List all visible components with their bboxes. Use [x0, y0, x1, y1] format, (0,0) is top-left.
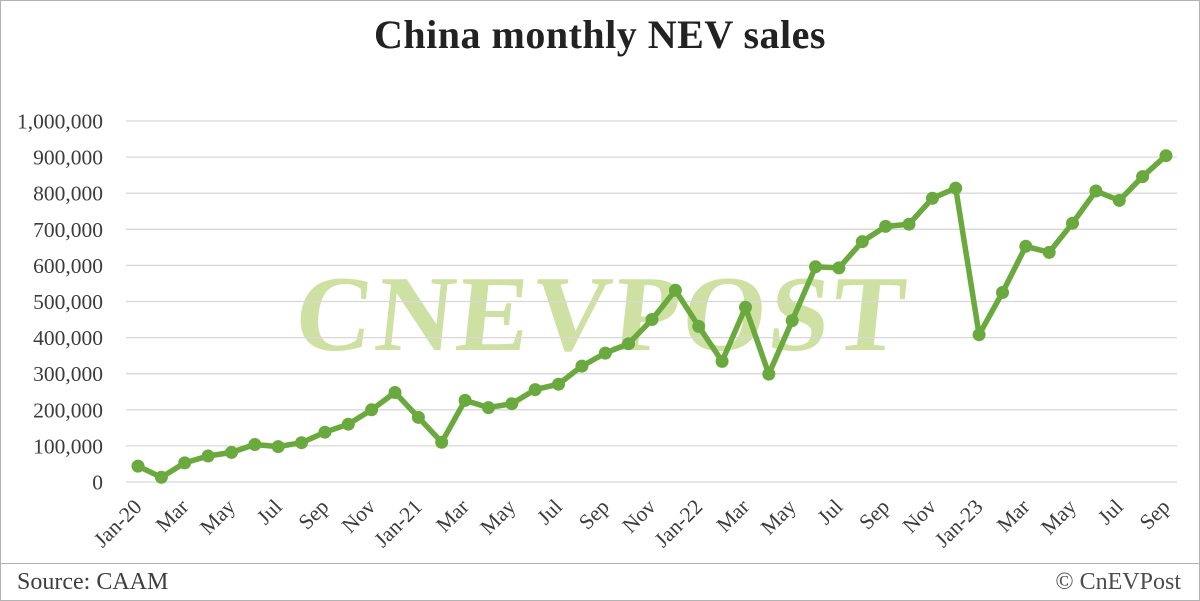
- x-tick-label: Sep: [294, 495, 334, 535]
- y-tick-label: 1,000,000: [17, 110, 103, 134]
- x-tick-label: Sep: [574, 495, 614, 535]
- data-point-marker: [295, 436, 308, 450]
- data-point-marker: [458, 393, 472, 407]
- chart-title: China monthly NEV sales: [374, 12, 826, 57]
- data-point-marker: [575, 359, 589, 373]
- data-point-marker: [645, 313, 659, 326]
- x-tick-label: May: [756, 494, 801, 539]
- x-tick-label: May: [1036, 494, 1081, 539]
- data-point-marker: [201, 449, 215, 463]
- data-point-marker: [1042, 245, 1056, 259]
- source-label: Source: CAAM: [17, 568, 169, 595]
- data-point-marker: [552, 377, 565, 391]
- data-point-marker: [341, 417, 355, 431]
- y-tick-label: 800,000: [33, 182, 103, 206]
- x-tick-label: Jan-20: [89, 495, 147, 553]
- x-tick-label: Jan-22: [650, 495, 708, 553]
- data-point-marker: [879, 219, 893, 233]
- x-tick-label: Sep: [854, 495, 894, 535]
- data-point-marker: [1019, 239, 1033, 253]
- data-point-marker: [154, 470, 168, 484]
- data-point-marker: [622, 337, 636, 351]
- y-tick-label: 900,000: [33, 146, 103, 170]
- data-point-marker: [715, 354, 729, 368]
- x-tick-label: May: [195, 494, 240, 539]
- data-point-marker: [809, 260, 822, 274]
- data-point-marker: [271, 440, 285, 454]
- data-point-marker: [1136, 170, 1150, 184]
- x-tick-label: Jul: [1093, 495, 1128, 530]
- data-point-marker: [1159, 149, 1173, 163]
- data-point-marker: [949, 181, 963, 195]
- data-point-marker: [435, 435, 449, 449]
- data-point-marker: [528, 383, 542, 397]
- x-tick-label: Jul: [532, 495, 567, 530]
- data-point-marker: [505, 397, 519, 411]
- data-point-marker: [1089, 184, 1103, 198]
- y-axis-labels: 0 100,000 200,000 300,000 400,000 500,000 600,…: [17, 110, 103, 495]
- y-tick-label: 400,000: [33, 326, 103, 350]
- data-point-marker: [248, 438, 262, 451]
- data-point-marker: [1112, 193, 1126, 207]
- data-point-markers: [131, 149, 1173, 484]
- data-point-marker: [365, 403, 379, 417]
- data-point-marker: [832, 261, 846, 275]
- data-point-marker: [482, 401, 495, 415]
- x-tick-label: Mar: [431, 495, 473, 537]
- data-point-marker: [692, 319, 706, 333]
- data-point-marker: [762, 367, 776, 381]
- x-tick-label: May: [475, 494, 520, 539]
- data-point-marker: [739, 300, 752, 314]
- x-tick-label: Mar: [712, 495, 754, 537]
- data-point-marker: [785, 314, 799, 328]
- data-point-marker: [318, 425, 332, 439]
- data-point-marker: [178, 456, 192, 470]
- x-tick-label: Jan-21: [369, 495, 427, 553]
- data-point-marker: [902, 217, 916, 231]
- data-point-marker: [972, 328, 986, 342]
- y-tick-label: 0: [92, 471, 103, 495]
- data-point-marker: [925, 191, 939, 205]
- data-point-marker: [668, 283, 682, 297]
- data-point-marker: [855, 235, 869, 249]
- data-point-marker: [225, 445, 238, 459]
- y-tick-label: 200,000: [33, 398, 103, 422]
- y-tick-label: 700,000: [33, 218, 103, 242]
- x-tick-label: Jul: [252, 495, 287, 530]
- y-tick-label: 300,000: [33, 362, 103, 386]
- data-point-marker: [598, 346, 612, 360]
- x-tick-label: Mar: [151, 495, 193, 537]
- x-tick-label: Mar: [992, 495, 1034, 537]
- data-point-marker: [411, 410, 425, 424]
- gridlines: [126, 120, 1177, 483]
- data-point-marker: [996, 286, 1009, 299]
- y-tick-label: 600,000: [33, 254, 103, 278]
- data-point-marker: [388, 386, 402, 399]
- x-tick-label: Jan-23: [930, 495, 988, 553]
- y-tick-label: 100,000: [33, 434, 103, 458]
- x-tick-label: Sep: [1135, 495, 1175, 535]
- copyright-label: © CnEVPost: [1055, 568, 1181, 595]
- data-point-marker: [131, 459, 145, 473]
- data-point-marker: [1066, 216, 1079, 230]
- x-tick-label: Jul: [813, 495, 848, 530]
- y-tick-label: 500,000: [33, 290, 103, 314]
- footer-bar: Source: CAAM © CnEVPost: [1, 563, 1199, 600]
